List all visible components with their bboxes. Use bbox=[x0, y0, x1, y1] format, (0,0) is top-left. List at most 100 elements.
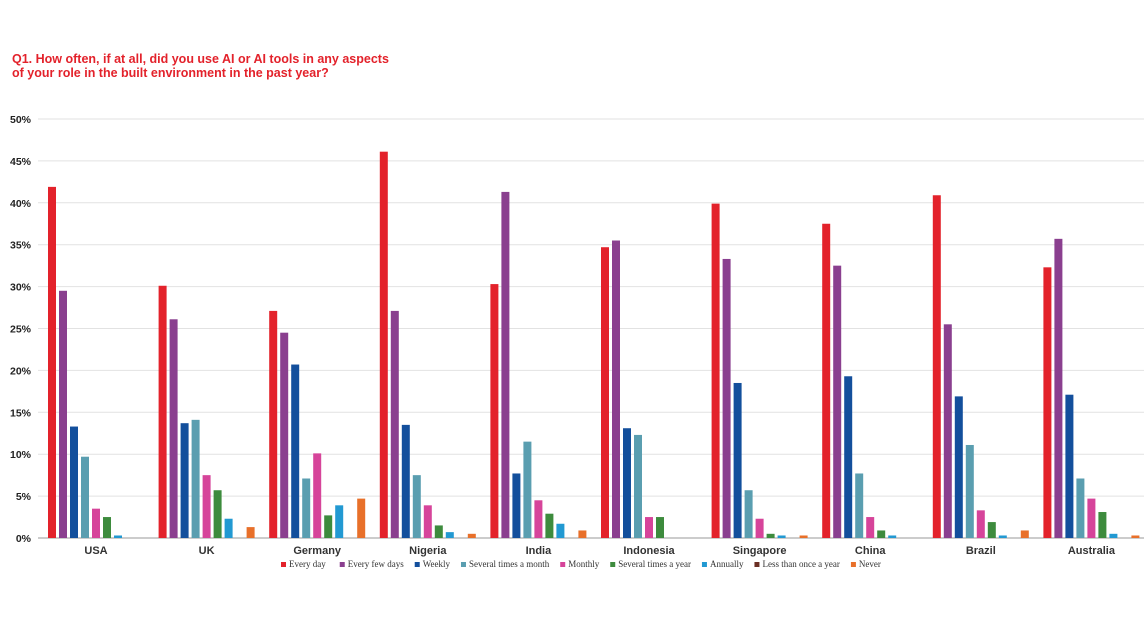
bar bbox=[501, 191, 510, 538]
legend-item: Monthly bbox=[560, 559, 600, 569]
chart-title: Q1. How often, if at all, did you use AI… bbox=[12, 52, 389, 80]
bar bbox=[70, 426, 78, 538]
bar bbox=[213, 490, 222, 538]
bar bbox=[302, 478, 311, 538]
bar bbox=[180, 423, 189, 538]
bar bbox=[877, 530, 886, 538]
legend-label: Less than once a year bbox=[762, 559, 839, 569]
bar bbox=[357, 498, 366, 538]
bar bbox=[722, 258, 731, 538]
legend-label: Annually bbox=[710, 559, 744, 569]
legend-item: Never bbox=[850, 559, 881, 569]
y-axis-ticks: 0% 5% 10% 15% 20% 25% 30% 35% 40% 45% 50% bbox=[10, 114, 32, 545]
bar bbox=[822, 223, 831, 538]
legend-item: Weekly bbox=[414, 559, 451, 569]
bar bbox=[523, 441, 532, 538]
bar bbox=[1065, 394, 1074, 538]
x-axis-categories: USA UK Germany Nigeria India Indonesia Singapo… bbox=[84, 545, 1115, 557]
bar bbox=[169, 319, 178, 538]
bar bbox=[191, 419, 200, 538]
bar bbox=[246, 527, 255, 538]
y-tick-label: 5% bbox=[16, 491, 32, 503]
bar bbox=[490, 284, 499, 538]
legend: Every day Every few days Weekly Several tim… bbox=[281, 559, 881, 569]
legend-swatch bbox=[754, 562, 760, 567]
bar bbox=[202, 475, 211, 538]
x-category-label: Indonesia bbox=[623, 545, 675, 557]
legend-label: Every few days bbox=[348, 559, 404, 569]
bar bbox=[1131, 535, 1140, 538]
bar bbox=[1087, 498, 1096, 538]
bar bbox=[844, 376, 853, 538]
legend-item: Every few days bbox=[339, 559, 404, 569]
bar bbox=[777, 535, 786, 538]
bar bbox=[1109, 533, 1118, 538]
bar bbox=[612, 240, 620, 538]
bar bbox=[379, 151, 388, 538]
x-category-label: Germany bbox=[293, 545, 342, 557]
bar bbox=[645, 517, 653, 538]
legend-swatch bbox=[560, 562, 566, 567]
y-tick-label: 10% bbox=[10, 449, 32, 461]
bar bbox=[103, 517, 111, 538]
bar bbox=[932, 195, 941, 538]
bar bbox=[412, 475, 421, 538]
y-tick-label: 0% bbox=[16, 533, 32, 545]
bar bbox=[998, 535, 1007, 538]
legend-swatch bbox=[460, 562, 466, 567]
bar bbox=[711, 203, 720, 538]
bar bbox=[59, 290, 67, 538]
bar bbox=[833, 265, 842, 538]
bar bbox=[744, 490, 753, 538]
x-category-label: India bbox=[526, 545, 553, 557]
bar bbox=[965, 444, 974, 538]
y-tick-label: 35% bbox=[10, 240, 32, 252]
legend-item: Annually bbox=[701, 559, 744, 569]
x-category-label: USA bbox=[84, 545, 107, 557]
bar bbox=[1020, 530, 1029, 538]
x-category-label: Nigeria bbox=[409, 545, 447, 557]
bar bbox=[888, 535, 897, 538]
bar bbox=[335, 505, 344, 538]
bar bbox=[545, 513, 554, 538]
y-tick-label: 45% bbox=[10, 156, 32, 168]
bar bbox=[733, 382, 742, 538]
legend-swatch bbox=[339, 562, 345, 567]
bar bbox=[269, 310, 278, 538]
bar bbox=[445, 532, 454, 538]
bar bbox=[313, 453, 322, 538]
legend-item: Several times a year bbox=[610, 559, 691, 569]
legend-label: Weekly bbox=[423, 559, 451, 569]
y-tick-label: 15% bbox=[10, 407, 32, 419]
bar bbox=[1054, 238, 1063, 539]
bar bbox=[623, 428, 631, 538]
bar bbox=[423, 505, 432, 538]
x-category-label: UK bbox=[199, 545, 215, 557]
bar bbox=[866, 517, 875, 538]
bar bbox=[467, 533, 476, 538]
y-tick-label: 20% bbox=[10, 365, 32, 377]
legend-label: Every day bbox=[289, 559, 326, 569]
bar bbox=[943, 324, 952, 538]
bar bbox=[634, 434, 642, 538]
bar bbox=[556, 523, 565, 538]
bars bbox=[48, 151, 1140, 539]
y-tick-label: 40% bbox=[10, 198, 32, 210]
bar bbox=[291, 364, 300, 538]
bar bbox=[601, 247, 609, 539]
bar bbox=[92, 508, 100, 538]
bar bbox=[1098, 512, 1107, 538]
bar bbox=[534, 500, 543, 538]
bar bbox=[224, 518, 233, 538]
legend-label: Several times a month bbox=[469, 559, 550, 569]
legend-item: Less than once a year bbox=[754, 559, 840, 569]
legend-label: Several times a year bbox=[618, 559, 691, 569]
y-tick-label: 30% bbox=[10, 282, 32, 294]
legend-item: Several times a month bbox=[460, 559, 550, 569]
legend-swatch bbox=[610, 562, 616, 567]
legend-item: Every day bbox=[281, 559, 326, 569]
bar bbox=[1043, 267, 1052, 538]
legend-label: Monthly bbox=[568, 559, 600, 569]
bar bbox=[48, 186, 56, 539]
